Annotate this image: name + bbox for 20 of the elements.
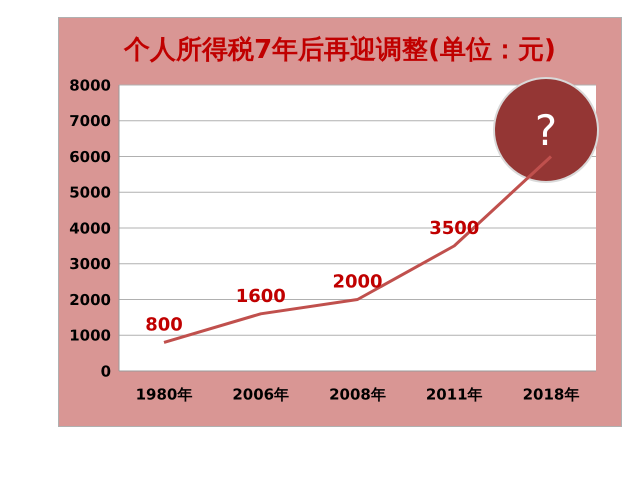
x-tick-label: 2018年 xyxy=(522,386,580,404)
y-tick-label: 1000 xyxy=(69,326,111,345)
annotation: ? xyxy=(534,106,558,155)
y-tick-label: 5000 xyxy=(69,184,111,202)
x-tick-label: 2006年 xyxy=(232,386,290,404)
y-tick-label: 0 xyxy=(100,362,111,380)
x-tick-label: 1980年 xyxy=(136,386,192,404)
data-label: 2000 xyxy=(332,272,383,292)
y-tick-label: 2000 xyxy=(69,290,111,309)
x-tick-label: 2011年 xyxy=(426,386,483,404)
y-tick-label: 6000 xyxy=(69,148,111,166)
x-tick-label: 2008年 xyxy=(329,386,386,404)
y-tick-label: 3000 xyxy=(69,255,111,274)
chart-title: 个人所得税7年后再迎调整(单位：元) xyxy=(122,34,557,67)
y-tick-label: 8000 xyxy=(69,76,111,94)
data-label: 1600 xyxy=(236,286,286,307)
question-circle: ? xyxy=(493,77,599,183)
y-tick-label: 4000 xyxy=(69,219,111,238)
y-tick-label: 7000 xyxy=(69,112,111,130)
data-label: 800 xyxy=(145,314,183,336)
